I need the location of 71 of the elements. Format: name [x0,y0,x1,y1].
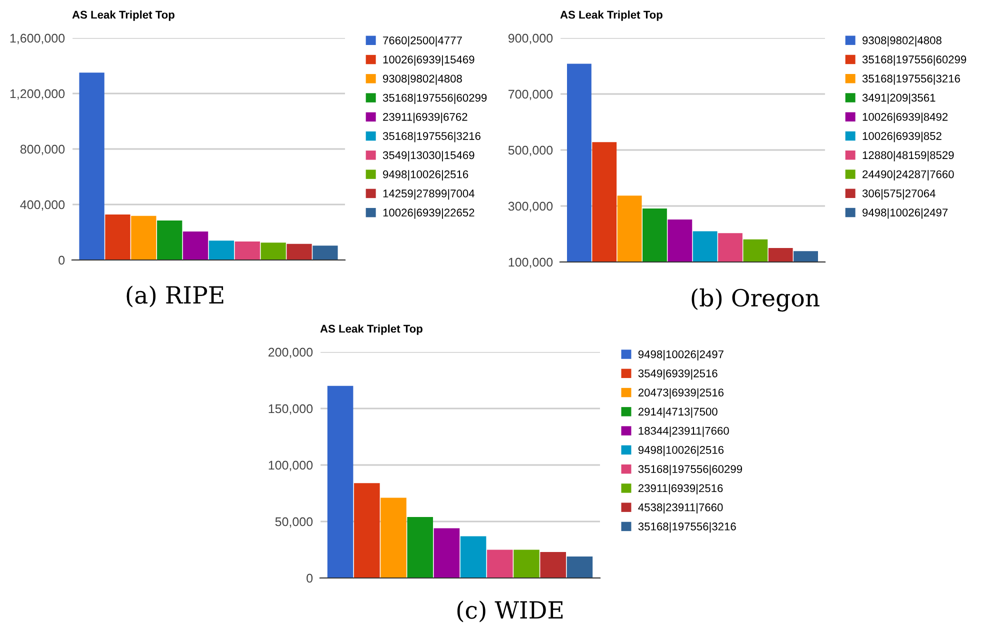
legend-label: 10026|6939|852 [862,132,942,142]
y-tick-label: 0 [306,574,313,583]
bar [380,498,406,578]
legend-label: 2914|4713|7500 [638,407,718,418]
chart-title: AS Leak Triplet Top [72,10,174,21]
bar [354,483,380,578]
bar [407,516,433,578]
y-tick-label: 800,000 [20,144,65,156]
bar [487,550,513,578]
bar [434,528,460,578]
y-tick-label: 50,000 [275,517,313,528]
legend-label: 306|575|27064 [862,189,936,200]
legend-label: 24490|24287|7660 [862,170,954,180]
legend-label: 18344|23911|7660 [638,426,729,437]
bar [514,550,540,578]
bar [105,214,130,260]
legend-label: 23911|6939|2516 [638,484,723,494]
legend-label: 3491|209|3561 [862,94,936,104]
bar [208,240,234,260]
legend-label: 14259|27899|7004 [383,189,474,200]
legend-label: 9498|10026|2497 [638,350,724,360]
y-tick-label: 500,000 [508,146,553,156]
legend-label: 3549|13030|15469 [382,150,474,162]
legend-label: 35168|197556|3216 [382,132,480,142]
y-tick-label: 100,000 [268,460,313,472]
y-tick-label: 300,000 [508,202,553,212]
y-tick-label: 1,200,000 [10,89,65,100]
legend-label: 10026|6939|15469 [383,55,474,66]
text: (a) RIPE [126,286,224,308]
y-tick-label: 200,000 [268,348,313,358]
legend-label: 10026|6939|22652 [383,208,474,219]
bar [157,220,182,260]
bar [286,244,312,260]
y-tick-label: 400,000 [20,200,65,211]
chart-title: AS Leak Triplet Top [320,324,422,335]
legend-label: 35168|197556|60299 [862,55,966,66]
legend-label: 35168|197556|3216 [862,74,960,85]
y-tick-label: 100,000 [508,258,553,268]
y-tick-label: 0 [58,256,65,265]
legend-label: 23911|6939|6762 [383,112,468,124]
bar [460,536,486,578]
legend-label: 35168|197556|3216 [638,522,736,533]
legend-label: 20473|6939|2516 [638,388,724,399]
bar [540,552,566,578]
legend-label: 9498|10026|2516 [638,446,724,456]
legend-label: 9308|9802|4808 [862,36,942,47]
text: (c) WIDE [457,600,563,622]
y-tick-label: 1,600,000 [10,34,65,44]
y-tick-label: 900,000 [508,34,553,44]
bar [182,232,208,260]
bar [566,556,593,578]
y-tick-label: 150,000 [268,404,313,415]
bar [234,242,260,260]
legend-label: 9498|10026|2497 [862,208,948,219]
y-tick-label: 700,000 [508,90,553,100]
legend-label: 9308|9802|4808 [383,74,462,85]
bar [327,386,354,578]
text: (b) Oregon [692,288,820,312]
bar [260,242,286,260]
legend-label: 35168|197556|60299 [382,94,487,104]
legend-label: 12880|48159|8529 [862,150,954,162]
bar [79,72,104,260]
legend-label: 35168|197556|60299 [638,464,742,476]
bar [312,246,338,260]
legend-label: 10026|6939|8492 [862,112,948,124]
legend-label: 3549|6939|2516 [638,369,718,380]
legend-label: 4538|23911|7660 [638,503,723,514]
legend-label: 7660|2500|4777 [383,36,462,47]
legend-label: 9498|10026|2516 [383,170,468,181]
chart-title: AS Leak Triplet Top [560,10,662,21]
bar [131,216,156,260]
